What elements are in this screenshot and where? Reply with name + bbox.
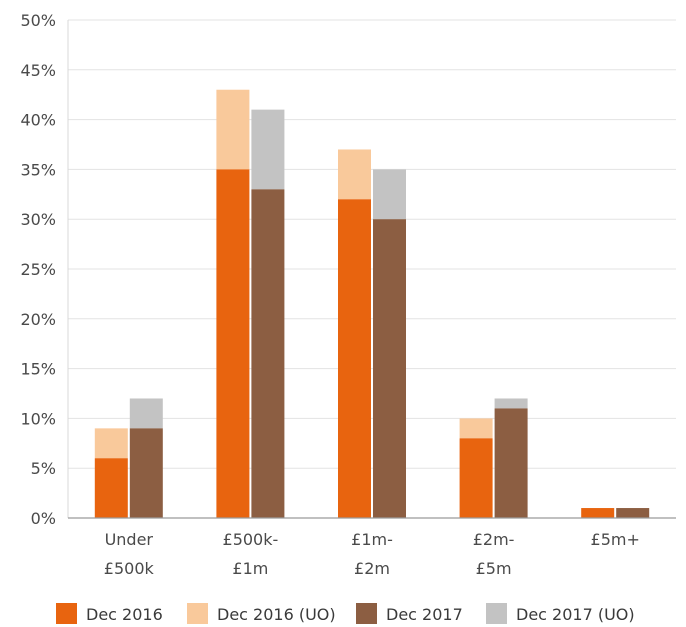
y-tick-label: 50% <box>20 11 56 30</box>
x-category-label: £500k- <box>223 530 279 549</box>
bar-segment-dec-2016 <box>338 199 371 518</box>
y-tick-label: 30% <box>20 210 56 229</box>
bar-segment-dec-2017 <box>129 428 163 518</box>
x-category-label: £500k <box>104 559 155 578</box>
legend-label: Dec 2016 (UO) <box>217 605 336 624</box>
bar-segment-dec-2017-uo- <box>373 169 406 220</box>
bar-segment-dec-2017-uo- <box>129 398 163 429</box>
bar-segment-dec-2016 <box>581 508 615 518</box>
x-axis: Under £500k £500k- £1m £1m- £2m £2m- £5m £5m+ <box>68 517 676 578</box>
legend-label: Dec 2017 <box>386 605 463 624</box>
y-tick-label: 40% <box>20 111 56 130</box>
y-tick-label: 35% <box>20 160 56 179</box>
bar-segment-dec-2016-uo- <box>459 418 493 439</box>
x-category-label: Under <box>105 530 154 549</box>
y-tick-label: 25% <box>20 260 56 279</box>
bar-segment-dec-2016 <box>216 169 250 518</box>
legend-swatch <box>187 603 208 624</box>
bar-segment-dec-2016 <box>94 458 128 518</box>
y-axis: 0% 5% 10% 15% 20% 25% 30% 35% 40% 45% 50% <box>20 11 69 528</box>
bar-segment-dec-2017 <box>616 508 650 518</box>
x-category-label: £5m+ <box>591 530 640 549</box>
x-category-label: £2m- <box>473 530 515 549</box>
bar-segment-dec-2017 <box>373 219 406 518</box>
y-tick-label: 0% <box>31 509 56 528</box>
bar-segment-dec-2016 <box>459 438 493 518</box>
y-tick-label: 5% <box>31 459 56 478</box>
gridlines <box>68 19 676 469</box>
bar-segment-dec-2017 <box>494 408 528 518</box>
x-category-label: £5m <box>476 559 512 578</box>
y-tick-label: 10% <box>20 409 56 428</box>
x-category-label: £1m <box>232 559 268 578</box>
bar-segment-dec-2017-uo- <box>494 398 528 409</box>
legend-swatch <box>56 603 77 624</box>
y-tick-label: 15% <box>20 360 56 379</box>
bar-segment-dec-2016-uo- <box>94 428 128 459</box>
bars <box>94 89 650 518</box>
bar-segment-dec-2017 <box>251 189 285 518</box>
y-tick-label: 45% <box>20 61 56 80</box>
bar-segment-dec-2016-uo- <box>338 149 371 200</box>
bar-segment-dec-2017-uo- <box>251 109 285 190</box>
bar-segment-dec-2016-uo- <box>216 89 250 170</box>
x-category-label: £2m <box>354 559 390 578</box>
legend-swatch <box>486 603 507 624</box>
legend-label: Dec 2017 (UO) <box>516 605 635 624</box>
x-category-label: £1m- <box>351 530 393 549</box>
y-tick-label: 20% <box>20 310 56 329</box>
legend: Dec 2016 Dec 2016 (UO) Dec 2017 Dec 2017 (U… <box>56 603 635 624</box>
legend-label: Dec 2016 <box>86 605 163 624</box>
legend-swatch <box>356 603 377 624</box>
